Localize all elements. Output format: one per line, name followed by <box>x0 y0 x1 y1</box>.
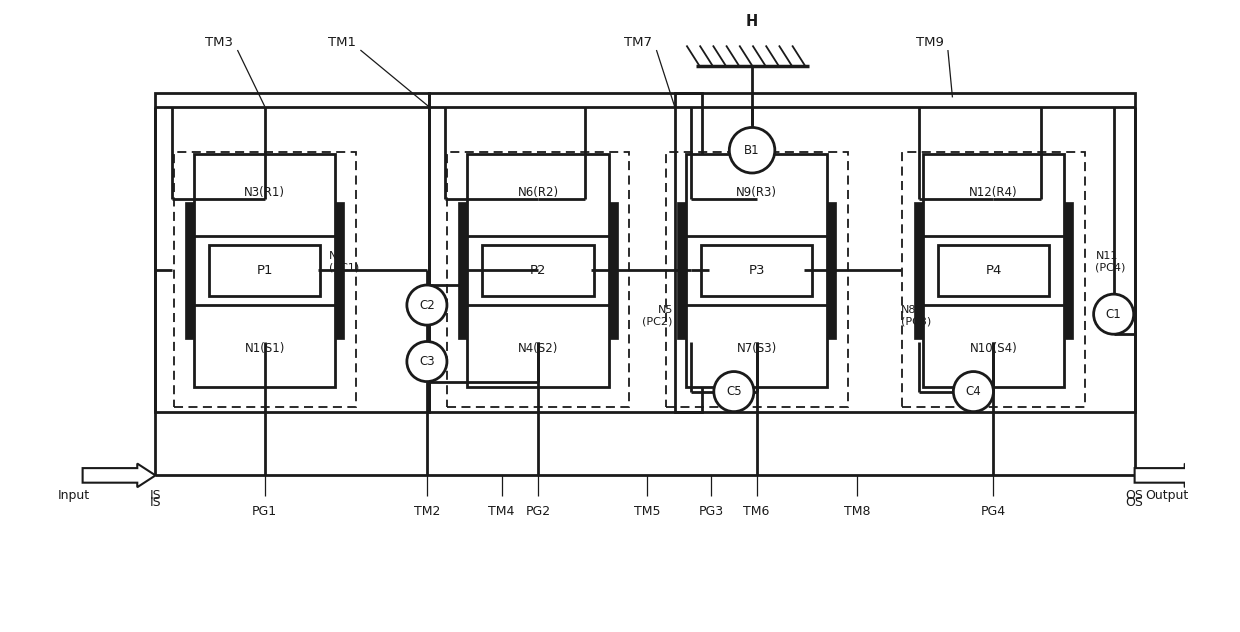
Text: IS: IS <box>150 489 161 502</box>
Bar <box>914 202 923 339</box>
Bar <box>429 93 702 411</box>
Bar <box>923 154 1064 387</box>
Circle shape <box>954 372 993 411</box>
Circle shape <box>407 285 446 325</box>
Text: N10(S4): N10(S4) <box>970 342 1017 355</box>
Text: C4: C4 <box>966 385 981 398</box>
Bar <box>677 202 686 339</box>
Text: B1: B1 <box>744 143 760 157</box>
Circle shape <box>407 341 446 382</box>
Text: PG2: PG2 <box>526 506 551 518</box>
Text: TM4: TM4 <box>489 506 515 518</box>
Bar <box>459 202 467 339</box>
Bar <box>467 154 609 387</box>
Bar <box>446 152 629 407</box>
Text: N1(S1): N1(S1) <box>244 342 285 355</box>
Text: IS: IS <box>150 496 161 509</box>
Bar <box>174 152 356 407</box>
Text: N2
(PC1): N2 (PC1) <box>329 250 358 272</box>
Text: TM3: TM3 <box>206 36 233 49</box>
FancyArrow shape <box>1135 463 1203 487</box>
Bar <box>937 245 1049 296</box>
Text: N7(S3): N7(S3) <box>737 342 776 355</box>
Text: N3(R1): N3(R1) <box>244 186 285 199</box>
Text: N6(R2): N6(R2) <box>517 186 558 199</box>
Text: N5
(PC2): N5 (PC2) <box>642 305 673 327</box>
Bar <box>666 152 848 407</box>
Text: TM8: TM8 <box>843 506 870 518</box>
Text: C2: C2 <box>419 298 435 312</box>
Bar <box>903 152 1085 407</box>
Text: PG1: PG1 <box>252 506 278 518</box>
Circle shape <box>729 128 775 173</box>
Text: P2: P2 <box>529 264 547 277</box>
Circle shape <box>1094 294 1133 334</box>
Text: TM7: TM7 <box>624 36 652 49</box>
Text: C3: C3 <box>419 355 435 368</box>
Text: Output: Output <box>1145 489 1188 502</box>
Bar <box>827 202 836 339</box>
Text: P1: P1 <box>257 264 273 277</box>
Text: OS: OS <box>1126 496 1143 509</box>
Text: TM1: TM1 <box>329 36 356 49</box>
Text: C5: C5 <box>727 385 742 398</box>
Circle shape <box>714 372 754 411</box>
FancyArrow shape <box>83 463 155 487</box>
Bar <box>195 154 335 387</box>
Text: TM5: TM5 <box>634 506 661 518</box>
Bar <box>609 202 618 339</box>
Bar <box>1064 202 1073 339</box>
Text: Input: Input <box>57 489 89 502</box>
Bar <box>185 202 195 339</box>
Text: TM6: TM6 <box>744 506 770 518</box>
Bar <box>210 245 320 296</box>
Text: P4: P4 <box>986 264 1002 277</box>
Text: TM9: TM9 <box>916 36 944 49</box>
Bar <box>675 93 1135 411</box>
Text: N11
(PC4): N11 (PC4) <box>1095 250 1126 272</box>
Text: H: H <box>746 15 758 29</box>
Text: PG3: PG3 <box>698 506 724 518</box>
Text: C1: C1 <box>1106 308 1121 320</box>
Text: PG4: PG4 <box>981 506 1006 518</box>
Text: OS: OS <box>1126 489 1143 502</box>
Bar <box>701 245 812 296</box>
Text: N12(R4): N12(R4) <box>970 186 1018 199</box>
Text: N9(R3): N9(R3) <box>737 186 777 199</box>
Bar <box>686 154 827 387</box>
Bar <box>335 202 345 339</box>
Text: TM2: TM2 <box>414 506 440 518</box>
Bar <box>155 93 429 411</box>
Text: N8
(PC3): N8 (PC3) <box>900 305 931 327</box>
Bar <box>482 245 594 296</box>
Text: P3: P3 <box>749 264 765 277</box>
Text: N4(S2): N4(S2) <box>518 342 558 355</box>
